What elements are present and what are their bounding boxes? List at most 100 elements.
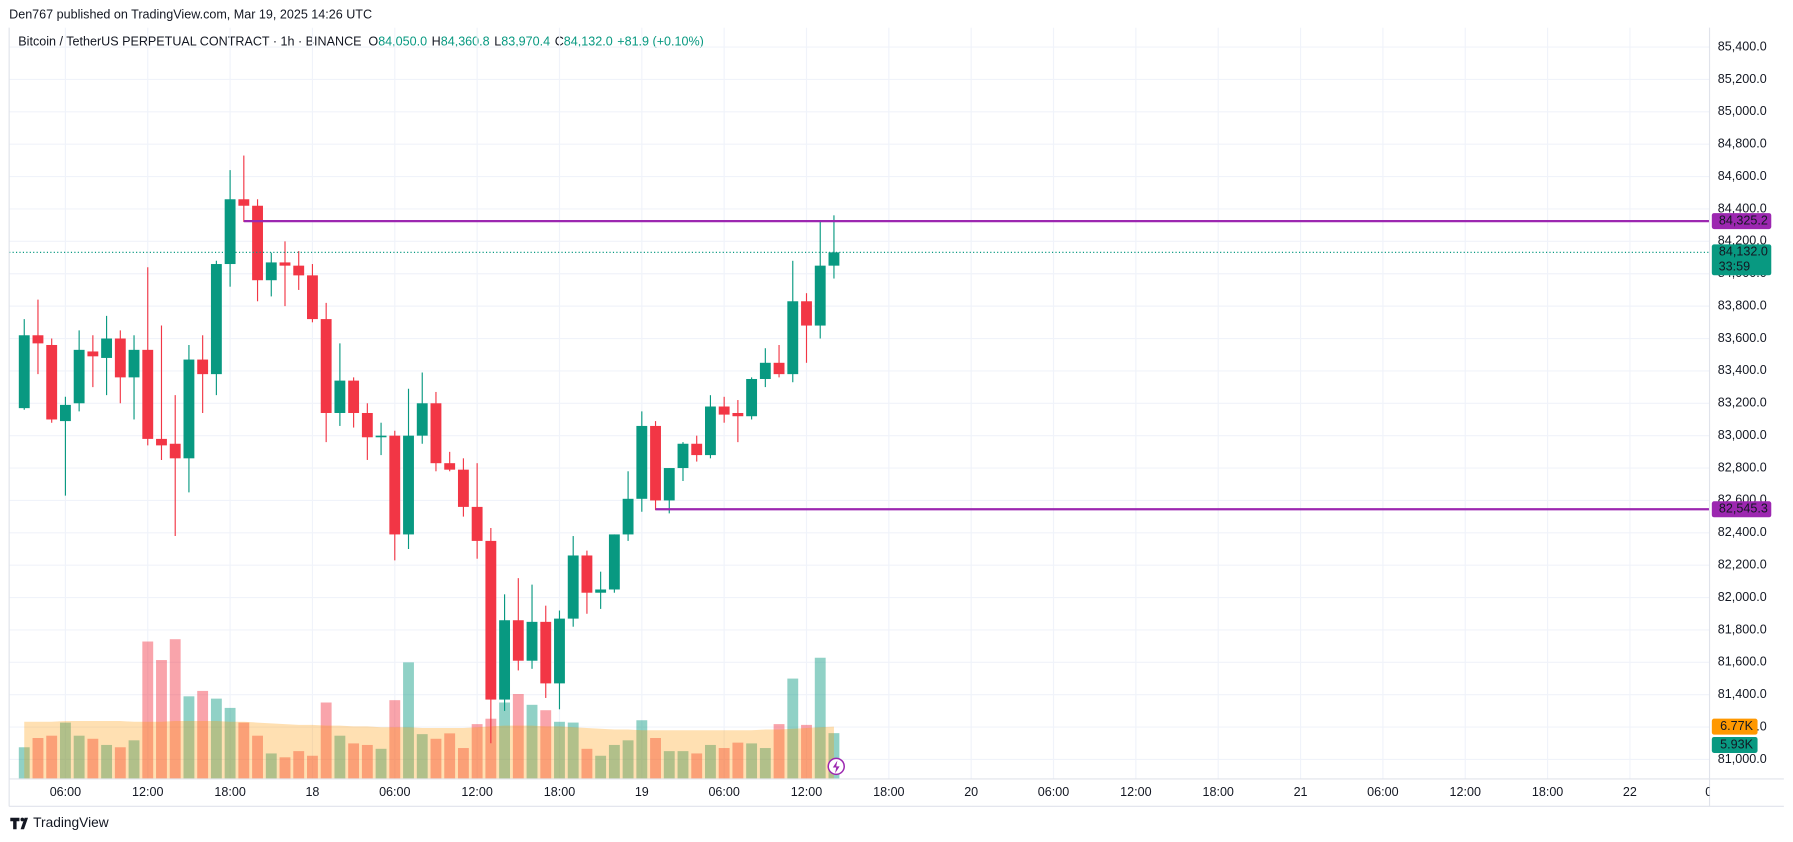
candle-body xyxy=(416,403,428,436)
volume-badge xyxy=(1711,736,1758,753)
ohlc-value: 84,132.0 xyxy=(564,35,613,49)
x-tick-label: 18:00 xyxy=(1532,785,1563,799)
volume-bar xyxy=(361,744,373,779)
volume-ma-badge xyxy=(1711,718,1758,735)
volume-bar xyxy=(595,755,607,779)
logo-text: TradingView xyxy=(33,815,109,830)
x-tick-label: 19 xyxy=(635,785,649,799)
x-tick-label: 06:00 xyxy=(1038,785,1069,799)
volume-label: 5.93K xyxy=(1720,737,1753,751)
candle-body xyxy=(512,620,524,661)
candle-body xyxy=(650,425,661,501)
candle-body xyxy=(183,359,195,459)
volume-bar xyxy=(773,724,785,779)
volume-bar xyxy=(73,735,85,779)
y-tick-label: 85,000.0 xyxy=(1718,104,1767,118)
volume-bar xyxy=(705,744,716,779)
candle-body xyxy=(265,262,277,281)
x-tick-label: 06:00 xyxy=(1367,785,1398,799)
countdown: 33:59 xyxy=(1719,260,1750,274)
candle-body xyxy=(197,359,209,375)
x-tick-label: 06:00 xyxy=(50,785,81,799)
candle-body xyxy=(348,380,360,413)
grid xyxy=(9,27,1710,779)
volume-bar xyxy=(320,702,332,779)
price-axis: 81,000.081,200.081,400.081,600.081,800.0… xyxy=(1718,39,1767,765)
candle-body xyxy=(801,301,812,326)
x-tick-label: 18:00 xyxy=(1202,785,1233,799)
volume-bar xyxy=(608,744,620,779)
candle-body xyxy=(567,555,579,619)
volume-bar xyxy=(279,757,291,779)
y-tick-label: 83,800.0 xyxy=(1718,298,1767,312)
y-tick-label: 81,800.0 xyxy=(1718,622,1767,636)
price-lines xyxy=(9,219,1710,511)
volume-ma-label: 6.77K xyxy=(1720,719,1753,733)
candle-body xyxy=(18,335,30,409)
candle-body xyxy=(114,338,126,378)
candle-body xyxy=(499,620,511,700)
last-price-label: 84,132.0 xyxy=(1719,245,1768,259)
volume-bar xyxy=(636,720,648,779)
y-tick-label: 82,000.0 xyxy=(1718,590,1767,604)
candle-body xyxy=(746,378,758,417)
candle-body xyxy=(156,438,167,446)
ohlc-value: 83,970.4 xyxy=(501,35,550,49)
candle-body xyxy=(169,443,181,459)
volume-bar xyxy=(128,740,140,779)
volume-bar xyxy=(746,743,758,779)
time-axis: 06:00 12:00 18:00 18 06:00 12:00 18:00 19 06:00 1… xyxy=(50,785,1710,799)
candle-body xyxy=(636,425,648,499)
y-tick-label: 82,800.0 xyxy=(1718,460,1767,474)
y-tick-label: 85,400.0 xyxy=(1718,39,1767,53)
candle-body xyxy=(718,406,730,415)
volume-bar xyxy=(183,696,195,779)
volume-bar xyxy=(540,710,552,779)
ohlc-key: H xyxy=(432,35,441,49)
volume-bar xyxy=(526,704,538,779)
volume-bar xyxy=(210,698,222,779)
volume-bar xyxy=(787,678,799,779)
y-tick-label: 83,600.0 xyxy=(1718,331,1767,345)
candle-body xyxy=(430,403,442,464)
x-tick-label: 18 xyxy=(305,785,319,799)
ohlc-key: O xyxy=(368,35,378,49)
candle-body xyxy=(279,262,291,266)
volume-bar xyxy=(814,657,826,779)
logo: TradingView xyxy=(10,815,109,830)
x-tick-label: 22 xyxy=(1623,785,1637,799)
volume-bar xyxy=(718,748,730,779)
volume-bar xyxy=(457,748,469,779)
candle-body xyxy=(471,506,483,541)
candle-body xyxy=(554,618,565,684)
candle-body xyxy=(142,349,154,439)
volume-bar xyxy=(156,660,167,779)
candle-body xyxy=(307,275,318,320)
y-tick-label: 81,000.0 xyxy=(1718,752,1767,766)
candle-body xyxy=(101,338,113,358)
volume-bar xyxy=(512,694,524,779)
candle-body xyxy=(622,498,634,535)
volume-bar xyxy=(416,734,428,779)
volume-bar xyxy=(403,662,414,779)
badges: 84,325.2 82,545.3 84,132.033:59 6.77K 5.93K xyxy=(1711,213,1772,753)
candle-body xyxy=(224,199,236,265)
candle-body xyxy=(595,589,607,593)
volume-bar xyxy=(554,721,565,779)
volume-bar xyxy=(18,747,30,779)
candle-body xyxy=(375,435,387,438)
price-badge xyxy=(1711,501,1772,518)
candle-body xyxy=(403,435,414,535)
candle-body xyxy=(540,621,552,684)
volume-bar xyxy=(265,753,277,779)
volume-bar xyxy=(691,753,703,779)
y-tick-label: 83,200.0 xyxy=(1718,396,1767,410)
volume-bar xyxy=(169,639,181,779)
candle-body xyxy=(828,252,840,266)
candle-body xyxy=(732,412,744,417)
volume-bar xyxy=(197,690,209,779)
x-tick-label: 12:00 xyxy=(791,785,822,799)
